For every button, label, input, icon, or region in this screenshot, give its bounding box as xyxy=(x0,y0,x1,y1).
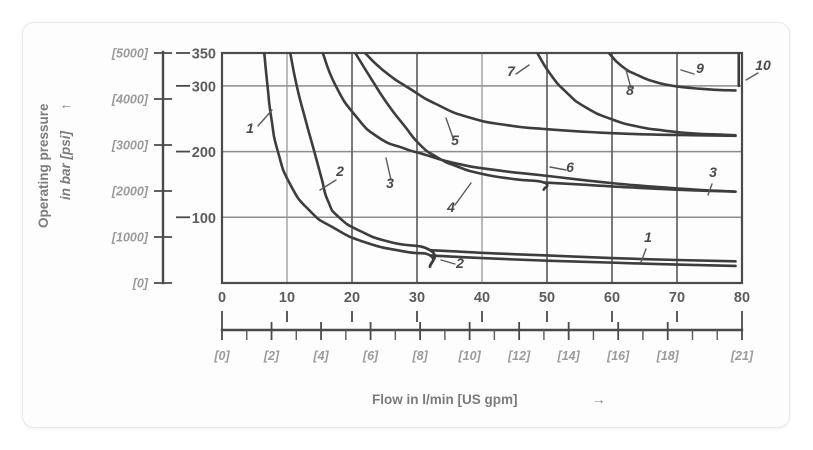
annotation-leader-3-12 xyxy=(707,183,713,196)
x-axis-primary-tick-label: 80 xyxy=(734,290,750,306)
x-axis-secondary-tick-label: [10] xyxy=(458,349,482,363)
x-axis-title-text: Flow in l/min [US gpm] xyxy=(372,392,518,407)
x-axis-secondary-tick-label: [4] xyxy=(312,349,329,363)
x-axis-secondary-tick-label: [0] xyxy=(213,349,230,363)
plot-frame xyxy=(220,51,744,285)
annotation-label-1-0: 1 xyxy=(246,120,254,136)
y-axis-title-arrow: ↑ xyxy=(58,103,73,110)
y-axis-primary-bar: 100 200 300 350 0 xyxy=(176,47,226,307)
annotation-label-5-4: 5 xyxy=(451,132,459,148)
x-axis-primary-ticks xyxy=(221,311,743,322)
x-axis-primary-tick-label: 50 xyxy=(539,290,555,306)
annotation-label-1-11: 1 xyxy=(644,229,652,245)
y-axis-primary-ticks xyxy=(176,52,190,219)
y-axis-primary-labels: 100 200 300 350 0 xyxy=(192,47,226,307)
y-axis-primary-tick-label: 200 xyxy=(192,145,216,161)
y-axis-secondary-tick-label: [3000] xyxy=(111,139,149,153)
x-axis-secondary-tick-label: [14] xyxy=(557,349,581,363)
annotation-leader-4-3 xyxy=(454,182,472,206)
y-axis-primary-tick-label: 350 xyxy=(192,47,216,63)
curve-9 xyxy=(675,85,737,92)
curve-1b xyxy=(428,254,737,268)
figure-card xyxy=(22,22,790,428)
x-axis-secondary-tick-label: [21] xyxy=(730,349,754,363)
annotation-leader-3-2 xyxy=(385,157,392,181)
curve-5 xyxy=(363,53,737,138)
x-axis-secondary-labels: [0] [2] [4] [6] [8] [10] [12] [14] [16] [18] [21] xyxy=(213,349,754,363)
x-axis-secondary-tick-label: [6] xyxy=(362,349,379,363)
x-axis-secondary-usgpm: [0] [2] [4] [6] [8] [10] [12] [14] [16] [18] [21] xyxy=(213,322,754,363)
curve-4 xyxy=(353,53,549,191)
curve-3 xyxy=(321,53,737,193)
x-axis-primary-tick-label: 40 xyxy=(474,290,490,306)
annotation-leader-1-0 xyxy=(257,109,273,127)
annotation-label-10-9: 10 xyxy=(755,57,771,73)
annotation-label-7-6: 7 xyxy=(507,63,516,79)
y-axis-title: Operating pressure in bar [psi] ↑ xyxy=(36,103,73,228)
annotation-label-9-8: 9 xyxy=(696,60,704,76)
y-axis-secondary-tick-label: [4000] xyxy=(111,93,149,107)
y-axis-primary-tick-label: 100 xyxy=(192,211,216,227)
y-axis-secondary-tick-label: [1000] xyxy=(111,231,149,245)
x-axis-primary-tick-label: 20 xyxy=(344,290,360,306)
x-axis-title: Flow in l/min [US gpm] → xyxy=(372,392,606,407)
curve-6 xyxy=(542,181,737,193)
curve-1 xyxy=(262,53,435,268)
annotation-leader-2-10 xyxy=(440,259,456,265)
annotation-leader-2-1 xyxy=(319,179,337,191)
y-axis-secondary-tick-label: [2000] xyxy=(111,185,149,199)
y-axis-title-line1: Operating pressure xyxy=(36,103,51,228)
y-axis-secondary-ticks xyxy=(154,52,172,284)
x-axis-primary-tick-label: 60 xyxy=(604,290,620,306)
y-axis-secondary-labels: [0] [1000] [2000] [3000] [4000] [5000] xyxy=(111,47,149,291)
curve-2b xyxy=(428,248,737,263)
annotation-leader-8-7 xyxy=(625,69,632,89)
x-axis-primary-tick-label: 70 xyxy=(669,290,685,306)
y-axis-primary-tick-label: 300 xyxy=(192,79,216,95)
y-axis-secondary-tick-label: [5000] xyxy=(111,47,149,61)
x-axis-secondary-tick-label: [18] xyxy=(656,349,680,363)
curve-7 xyxy=(535,53,737,137)
y-axis-primary-zero-label: 0 xyxy=(218,290,226,306)
x-axis-secondary-tick-label: [16] xyxy=(606,349,630,363)
curve-2 xyxy=(288,53,437,268)
annotation-label-6-5: 6 xyxy=(566,159,574,175)
x-axis-title-arrow: → xyxy=(592,392,606,407)
x-axis-secondary-tick-label: [8] xyxy=(411,349,428,363)
x-axis-primary-labels: 10 20 30 40 50 60 70 80 xyxy=(279,290,750,306)
x-axis-primary-lmin: 10 20 30 40 50 60 70 80 xyxy=(221,290,750,322)
annotation-leader-7-6 xyxy=(515,64,530,75)
curve-8 xyxy=(607,53,679,88)
x-axis-primary-tick-label: 30 xyxy=(409,290,425,306)
chart-curves xyxy=(262,53,741,268)
annotation-label-2-1: 2 xyxy=(335,163,344,179)
y-axis-secondary-psi: [0] [1000] [2000] [3000] [4000] [5000] xyxy=(111,47,172,291)
curve-annotations: 1 2 3 4 5 6 7 8 9 10 2 1 3 xyxy=(246,57,771,271)
annotation-leader-1-11 xyxy=(640,248,647,263)
annotation-leader-10-9 xyxy=(745,72,759,81)
x-axis-secondary-tick-label: [2] xyxy=(263,349,280,363)
annotation-label-8-7: 8 xyxy=(626,82,634,98)
annotation-label-3-12: 3 xyxy=(709,164,717,180)
x-axis-primary-tick-label: 10 xyxy=(279,290,295,306)
annotation-label-3-2: 3 xyxy=(386,175,394,191)
annotation-leader-9-8 xyxy=(680,69,695,75)
annotation-leader-6-5 xyxy=(549,166,567,171)
x-axis-secondary-ticks xyxy=(221,322,743,340)
y-axis-title-line2: in bar [psi] xyxy=(58,130,73,200)
annotation-leader-5-4 xyxy=(445,117,454,139)
annotation-label-4-3: 4 xyxy=(446,199,455,215)
annotation-label-2-10: 2 xyxy=(455,255,464,271)
x-axis-secondary-tick-label: [12] xyxy=(507,349,531,363)
y-axis-secondary-tick-label: [0] xyxy=(132,277,149,291)
